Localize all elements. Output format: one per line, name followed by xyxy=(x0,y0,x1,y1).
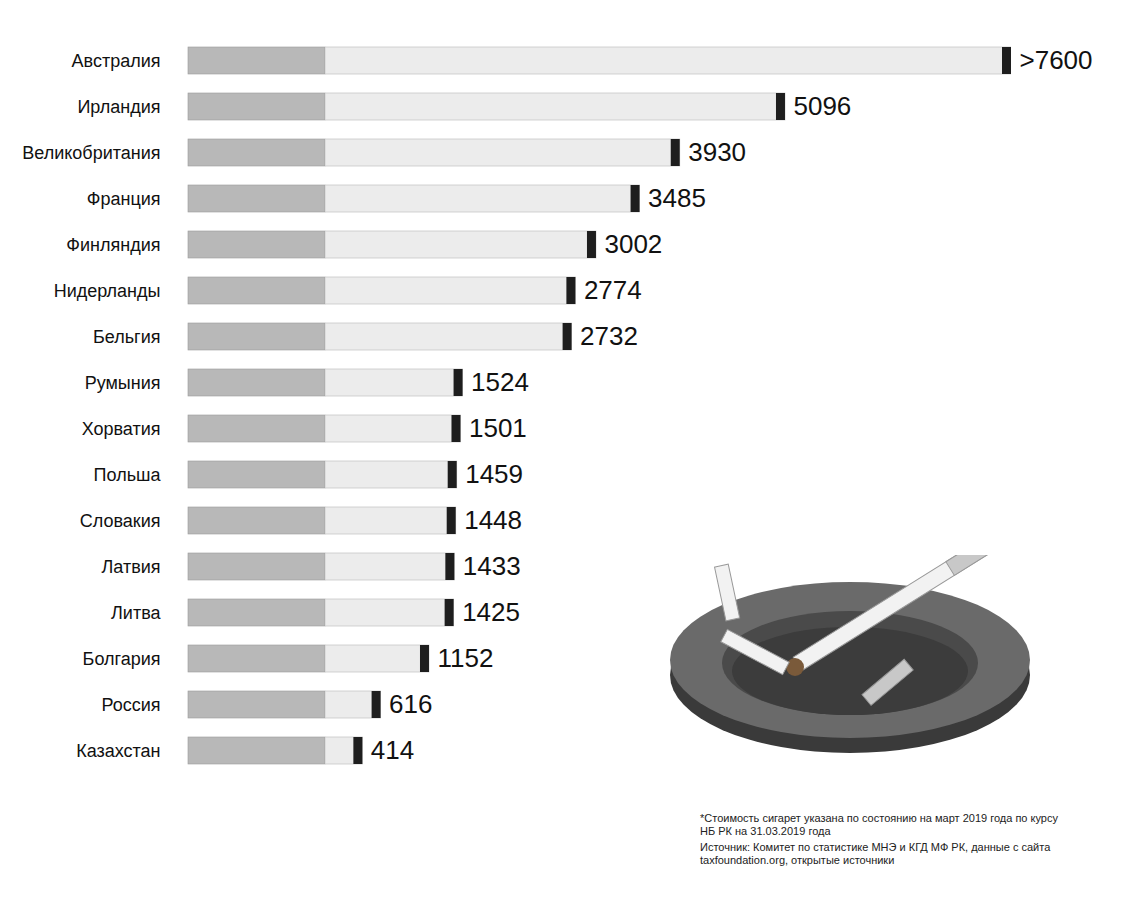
svg-text:Словакия: Словакия xyxy=(80,511,161,531)
svg-text:Австралия: Австралия xyxy=(72,51,161,71)
svg-text:2732: 2732 xyxy=(580,321,638,351)
svg-text:Румыния: Румыния xyxy=(85,373,161,393)
svg-text:Хорватия: Хорватия xyxy=(82,419,161,439)
svg-text:3930: 3930 xyxy=(688,137,746,167)
svg-text:1448: 1448 xyxy=(464,505,522,535)
svg-text:414: 414 xyxy=(371,735,414,765)
svg-text:Великобритания: Великобритания xyxy=(22,143,160,163)
svg-text:1425: 1425 xyxy=(462,597,520,627)
svg-text:Польша: Польша xyxy=(94,465,162,485)
svg-text:1433: 1433 xyxy=(463,551,521,581)
svg-text:616: 616 xyxy=(389,689,432,719)
svg-text:1152: 1152 xyxy=(437,643,493,673)
svg-text:1524: 1524 xyxy=(471,367,529,397)
html-text:*Стоимость сигарет указана по: *Стоимость сигарет указана по состоянию … xyxy=(700,812,1058,837)
svg-text:3002: 3002 xyxy=(604,229,662,259)
svg-text:Бельгия: Бельгия xyxy=(93,327,160,347)
svg-text:Нидерланды: Нидерланды xyxy=(54,281,161,301)
html-text:Источник: Комитет по статистик: Источник: Комитет по статистике МНЭ и КГ… xyxy=(700,841,1051,866)
svg-text:1501: 1501 xyxy=(469,413,527,443)
svg-text:Латвия: Латвия xyxy=(101,557,160,577)
svg-text:3485: 3485 xyxy=(648,183,706,213)
svg-text:Франция: Франция xyxy=(87,189,161,209)
svg-text:1459: 1459 xyxy=(465,459,523,489)
svg-text:Россия: Россия xyxy=(101,695,160,715)
svg-text:Ирландия: Ирландия xyxy=(77,97,160,117)
svg-text:Казахстан: Казахстан xyxy=(76,741,160,761)
svg-text:>7600: >7600 xyxy=(1020,45,1093,75)
svg-text:2774: 2774 xyxy=(584,275,642,305)
svg-text:Литва: Литва xyxy=(111,603,161,623)
svg-text:Болгария: Болгария xyxy=(83,649,161,669)
svg-text:5096: 5096 xyxy=(793,91,851,121)
svg-text:Финляндия: Финляндия xyxy=(66,235,160,255)
